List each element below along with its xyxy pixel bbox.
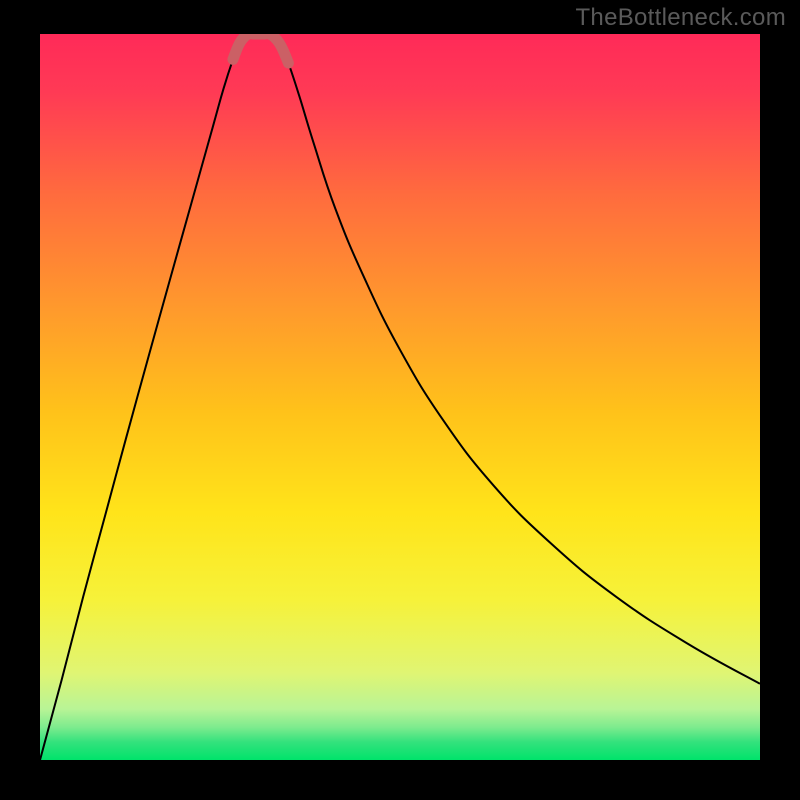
bottleneck-curve-chart	[40, 34, 760, 760]
attribution-label: TheBottleneck.com	[575, 4, 786, 32]
chart-container: TheBottleneck.com	[0, 0, 800, 800]
gradient-background	[40, 34, 760, 760]
plot-area	[40, 34, 760, 760]
